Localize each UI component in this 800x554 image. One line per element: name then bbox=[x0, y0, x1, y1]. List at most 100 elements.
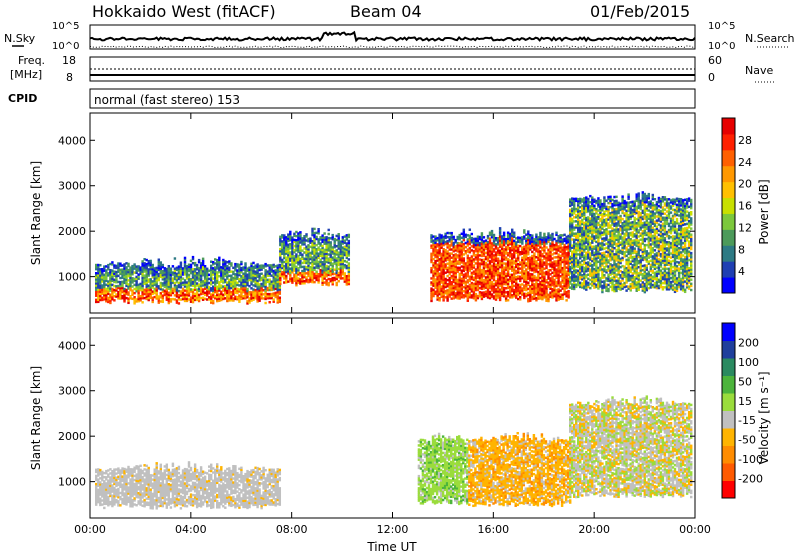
scatter-cell bbox=[335, 238, 338, 242]
scatter-cell bbox=[329, 267, 332, 271]
scatter-cell bbox=[442, 239, 445, 243]
scatter-cell bbox=[341, 266, 345, 270]
scatter-cell bbox=[191, 288, 195, 292]
scatter-cell bbox=[464, 288, 468, 292]
scatter-cell bbox=[591, 276, 594, 279]
scatter-cell bbox=[500, 284, 504, 287]
scatter-cell bbox=[331, 264, 334, 268]
scatter-cell bbox=[506, 235, 510, 239]
scatter-cell bbox=[446, 295, 449, 298]
scatter-cell bbox=[266, 294, 269, 298]
scatter-cell bbox=[575, 236, 578, 239]
scatter-cell bbox=[101, 292, 104, 295]
scatter-cell bbox=[214, 270, 217, 273]
scatter-cell bbox=[197, 297, 201, 301]
scatter-cell bbox=[129, 297, 132, 300]
scatter-cell bbox=[321, 265, 324, 268]
scatter-cell bbox=[276, 293, 279, 296]
scatter-cell bbox=[222, 273, 225, 276]
scatter-cell bbox=[157, 295, 161, 298]
scatter-cell bbox=[127, 299, 130, 302]
scatter-cell bbox=[325, 283, 328, 286]
scatter-cell bbox=[141, 292, 144, 296]
scatter-cell bbox=[468, 228, 472, 231]
scatter-cell bbox=[452, 245, 455, 249]
scatter-cell bbox=[498, 251, 502, 255]
scatter-cell bbox=[567, 261, 570, 264]
scatter-cell bbox=[506, 245, 510, 249]
scatter-cell bbox=[272, 263, 275, 267]
scatter-cell bbox=[484, 243, 488, 246]
scatter-cell bbox=[109, 293, 112, 296]
scatter-cell bbox=[311, 274, 314, 278]
scatter-cell bbox=[105, 275, 108, 278]
scatter-cell bbox=[434, 274, 437, 277]
scatter-cell bbox=[95, 280, 98, 283]
scatter-cell bbox=[307, 268, 310, 272]
scatter-cell bbox=[460, 291, 464, 295]
scatter-cell bbox=[557, 292, 560, 295]
scatter-cell bbox=[551, 234, 554, 238]
scatter-cell bbox=[199, 288, 203, 292]
scatter-cell bbox=[165, 292, 169, 295]
scatter-cell bbox=[143, 292, 146, 296]
scatter-cell bbox=[474, 270, 478, 273]
scatter-cell bbox=[474, 245, 478, 249]
scatter-cell bbox=[289, 247, 292, 250]
scatter-cell bbox=[496, 286, 500, 289]
scatter-cell bbox=[287, 270, 290, 273]
scatter-cell bbox=[163, 279, 167, 282]
scatter-cell bbox=[515, 259, 518, 263]
scatter-cell bbox=[295, 265, 298, 269]
scatter-cell bbox=[295, 261, 298, 264]
scatter-cell bbox=[432, 245, 435, 249]
scatter-cell bbox=[466, 238, 470, 241]
scatter-cell bbox=[474, 274, 478, 277]
scatter-cell bbox=[553, 278, 556, 282]
scatter-cell bbox=[222, 271, 225, 274]
scatter-cell bbox=[569, 214, 572, 218]
scatter-cell bbox=[442, 235, 445, 239]
scatter-cell bbox=[293, 273, 296, 276]
scatter-cell bbox=[523, 288, 526, 291]
scatter-cell bbox=[135, 265, 138, 268]
scatter-cell bbox=[185, 295, 189, 299]
scatter-cell bbox=[539, 262, 542, 265]
scatter-cell bbox=[179, 286, 183, 289]
scatter-cell bbox=[430, 277, 433, 280]
scatter-cell bbox=[113, 288, 116, 292]
scatter-cell bbox=[151, 282, 154, 285]
scatter-cell bbox=[470, 277, 474, 281]
scatter-cell bbox=[478, 235, 482, 239]
scatter-cell bbox=[492, 297, 496, 300]
scatter-cell bbox=[498, 227, 502, 230]
scatter-cell bbox=[201, 298, 205, 301]
scatter-cell bbox=[521, 289, 524, 292]
scatter-cell bbox=[313, 240, 316, 243]
scatter-cell bbox=[621, 217, 624, 221]
scatter-cell bbox=[575, 246, 578, 250]
scatter-cell bbox=[446, 252, 449, 255]
scatter-cell bbox=[519, 285, 522, 289]
scatter-cell bbox=[539, 266, 542, 269]
scatter-cell bbox=[511, 281, 514, 285]
scatter-cell bbox=[458, 258, 461, 261]
scatter-cell bbox=[137, 273, 140, 276]
scatter-cell bbox=[187, 275, 191, 279]
scatter-cell bbox=[189, 280, 193, 283]
scatter-cell bbox=[230, 278, 233, 282]
scatter-cell bbox=[494, 292, 498, 295]
scatter-cell bbox=[199, 290, 203, 294]
scatter-cell bbox=[228, 293, 231, 296]
scatter-cell bbox=[478, 293, 482, 296]
scatter-cell bbox=[285, 256, 288, 259]
scatter-cell bbox=[262, 289, 265, 292]
scatter-cell bbox=[157, 272, 161, 276]
scatter-cell bbox=[199, 268, 203, 271]
scatter-cell bbox=[523, 264, 526, 267]
scatter-cell bbox=[472, 286, 476, 290]
scatter-cell bbox=[557, 261, 560, 265]
scatter-cell bbox=[615, 269, 618, 272]
scatter-cell bbox=[125, 288, 128, 292]
scatter-cell bbox=[511, 294, 514, 297]
